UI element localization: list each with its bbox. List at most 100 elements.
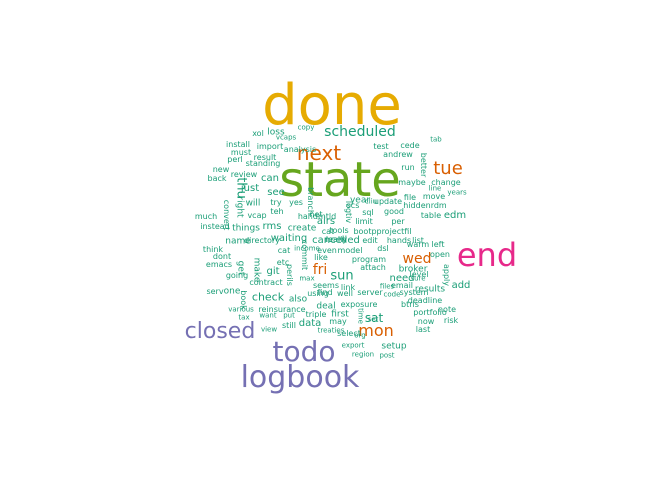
word-export: export [341, 341, 365, 350]
word-maybe: maybe [398, 178, 426, 187]
word-cliu: cliu [364, 197, 378, 206]
word-attach: attach [360, 263, 386, 272]
word-org: org [354, 331, 366, 340]
word-result: result [253, 153, 277, 162]
word-todo: todo [272, 335, 336, 368]
word-learn: learn [325, 235, 347, 244]
word-link: link [340, 283, 356, 292]
word-loss: loss [267, 127, 285, 138]
word-scheduled: scheduled [324, 124, 396, 140]
word-year: year [349, 195, 371, 206]
word-results: results [414, 284, 446, 295]
word-per: per [391, 217, 405, 226]
word-cat: cat [321, 227, 335, 236]
word-region: region [351, 350, 375, 359]
word-emacs: emacs [205, 260, 233, 269]
word-git: git [266, 266, 280, 277]
word-risk: risk [443, 316, 459, 325]
word-really: really [324, 235, 348, 244]
word-post: post [379, 351, 395, 360]
word-test: test [373, 142, 389, 151]
word-see: see [267, 187, 285, 198]
word-fri: fri [312, 262, 328, 278]
word-now: now [417, 317, 435, 326]
word-sure: sure [410, 274, 426, 283]
word-well: well [337, 289, 353, 298]
word-max: max [299, 274, 315, 283]
word-hiddenrdm: hiddenrdm [403, 201, 447, 210]
word-file: file [403, 193, 417, 202]
word-model: model [337, 246, 363, 255]
word-review: review [230, 170, 258, 179]
word-tools: tools [329, 226, 349, 235]
word-contract: contract [249, 278, 283, 287]
word-edit: edit [362, 236, 378, 245]
word-net: net [309, 210, 323, 219]
word-dsl: dsl [377, 244, 389, 253]
word-using: using [307, 289, 329, 298]
word-open: open [430, 250, 450, 259]
word-mon: mon [358, 321, 394, 340]
word-like: like [314, 253, 328, 262]
word-sql: sql [362, 208, 374, 217]
word-deal: deal [316, 301, 336, 312]
word-portfolio: portfolio [413, 308, 447, 317]
word-also: also [288, 294, 308, 305]
word-seems: seems [313, 281, 339, 290]
word-put: put [283, 311, 295, 320]
word-files: files [379, 282, 395, 291]
word-broker: broker [398, 264, 428, 275]
word-etc: etc [276, 258, 290, 267]
word-may: may [329, 317, 347, 326]
word-things: things [232, 223, 260, 234]
word-name: name [225, 236, 251, 247]
word-copy: copy [297, 123, 315, 132]
word-set: set [367, 315, 379, 324]
word-tax: tax [238, 313, 250, 322]
word-level: level [409, 270, 429, 279]
word-years: years [447, 188, 467, 197]
word-handmtld: handmtld [297, 212, 337, 221]
word-setup: setup [381, 341, 407, 352]
word-good: good [384, 207, 404, 216]
word-tab: tab [430, 135, 442, 144]
word-import: import [256, 142, 284, 151]
word-deadline: deadline [407, 296, 443, 305]
word-state: state [279, 152, 401, 208]
word-various: various [228, 305, 254, 314]
word-sun: sun [330, 268, 354, 284]
word-scs: scs [346, 201, 360, 210]
word-select: select [337, 329, 361, 338]
word-income: income [294, 244, 320, 253]
word-commit: commit [300, 239, 309, 271]
word-view: view [260, 325, 278, 334]
word-perl: perl [227, 155, 243, 164]
word-update: update [373, 197, 403, 206]
word-yes: yes [289, 198, 303, 207]
word-line: line [428, 184, 442, 193]
word-standing: standing [245, 159, 281, 168]
word-even: even [317, 246, 337, 255]
word-rms: rms [262, 221, 282, 232]
word-going: going [225, 271, 249, 280]
word-reinsurance: reinsurance [258, 305, 306, 314]
word-run: run [401, 163, 415, 172]
word-must: must [230, 148, 252, 157]
word-still: still [282, 321, 296, 330]
word-much: much [194, 212, 218, 221]
word-vcap: vcap [247, 211, 267, 220]
word-need: need [389, 273, 415, 284]
word-data: data [298, 318, 322, 329]
word-one: one [223, 286, 241, 297]
word-move: move [422, 192, 446, 201]
word-cancelled: cancelled [312, 235, 360, 246]
word-right: right [234, 196, 245, 218]
word-cat: cat [277, 246, 291, 255]
word-airs: airs [316, 216, 336, 227]
word-can: can [261, 173, 279, 184]
word-back: back [207, 174, 227, 183]
word-check: check [251, 290, 285, 304]
word-try: try [270, 198, 282, 207]
word-cede: cede [400, 141, 420, 150]
